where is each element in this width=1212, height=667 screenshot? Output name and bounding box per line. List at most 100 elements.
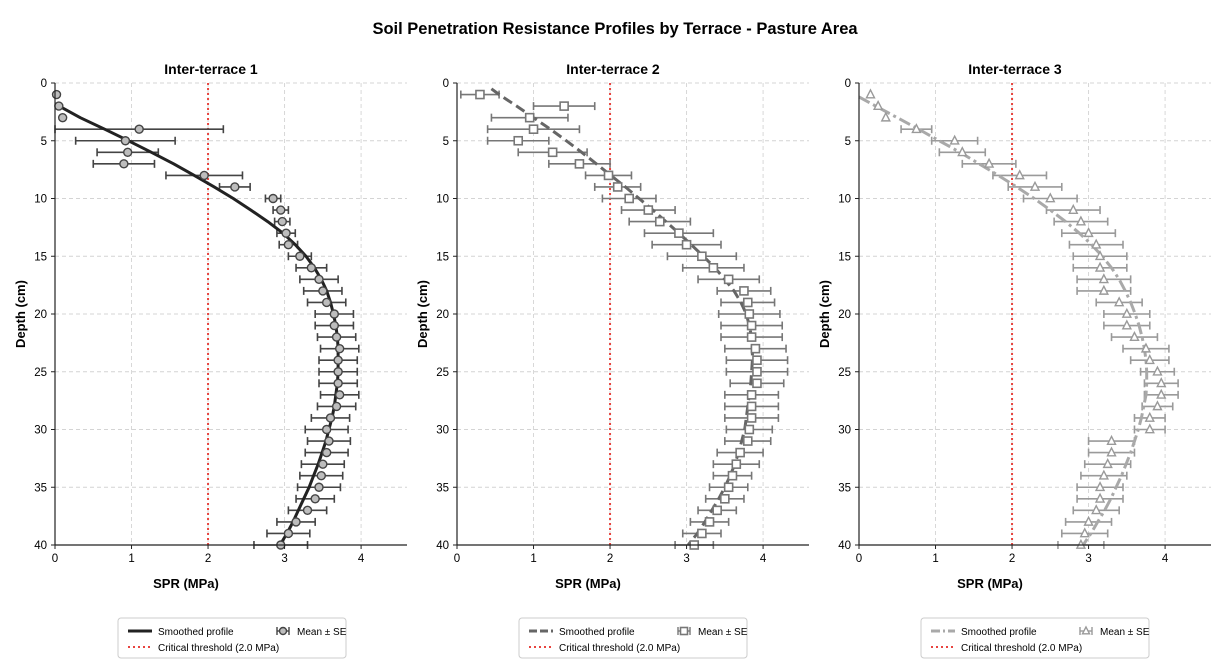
mean-point (603, 170, 614, 181)
mean-point (1156, 377, 1167, 388)
mean-point (1094, 481, 1106, 492)
mean-point (122, 147, 133, 158)
mean-point (697, 528, 707, 539)
mean-point (1083, 515, 1094, 526)
mean-point (1014, 169, 1025, 180)
y-axis-label: Depth (cm) (415, 280, 430, 348)
mean-point (1106, 434, 1117, 445)
mean-markers (475, 89, 762, 550)
mean-point (334, 390, 345, 400)
mean-point (1098, 284, 1110, 295)
x-tick-label: 4 (1162, 553, 1169, 565)
mean-point (281, 228, 291, 238)
error-bars (54, 125, 360, 549)
mean-point (51, 89, 62, 100)
x-tick-label: 2 (607, 553, 613, 565)
mean-point (54, 101, 64, 111)
mean-point (674, 228, 684, 238)
mean-point (283, 239, 294, 250)
mean-point (528, 124, 539, 134)
mean-point (331, 401, 342, 412)
mean-point (1083, 227, 1094, 238)
mean-point (310, 494, 320, 504)
mean-point (949, 134, 960, 145)
mean-point (1144, 423, 1155, 434)
mean-point (475, 89, 485, 100)
y-tick-label: 0 (443, 78, 449, 90)
x-axis-label: SPR (MPa) (555, 576, 621, 591)
y-tick-label: 5 (443, 136, 449, 148)
x-tick-label: 1 (128, 553, 134, 565)
x-tick-label: 3 (683, 553, 689, 565)
legend-smoothed-label: Smoothed profile (559, 627, 635, 638)
mean-point (1094, 261, 1106, 272)
legend-marker-swatch (1081, 625, 1091, 635)
mean-point (1068, 203, 1079, 214)
mean-markers (51, 89, 345, 550)
mean-point (120, 136, 131, 146)
legend-threshold-label: Critical threshold (2.0 MPa) (961, 643, 1082, 654)
mean-point (331, 332, 342, 342)
mean-point (329, 320, 340, 331)
legend-mean-label: Mean ± SE (297, 627, 347, 638)
mean-point (314, 274, 324, 285)
y-tick-label: 10 (436, 194, 449, 206)
mean-point (291, 517, 301, 527)
x-tick-label: 3 (1085, 553, 1091, 565)
mean-point (119, 159, 129, 169)
x-tick-label: 0 (52, 553, 58, 565)
mean-point (230, 182, 240, 192)
mean-point (324, 436, 334, 446)
mean-point (1102, 458, 1113, 469)
mean-point (727, 470, 738, 481)
legend-smoothed-label: Smoothed profile (961, 627, 1037, 638)
mean-point (1098, 469, 1110, 480)
legend-threshold-label: Critical threshold (2.0 MPa) (559, 643, 680, 654)
mean-point (1079, 527, 1090, 538)
y-tick-label: 20 (436, 309, 449, 321)
x-tick-label: 3 (281, 553, 287, 565)
mean-point (306, 263, 317, 273)
mean-point (513, 135, 524, 146)
mean-point (624, 193, 634, 204)
x-axis-label: SPR (MPa) (153, 576, 219, 591)
y-tick-label: 30 (34, 425, 47, 437)
mean-point (739, 286, 749, 296)
mean-point (746, 320, 757, 331)
mean-point (744, 424, 755, 435)
mean-point (318, 286, 328, 296)
panel-title: Inter-terrace 3 (968, 61, 1062, 77)
x-tick-label: 0 (856, 553, 862, 565)
y-tick-label: 40 (838, 540, 851, 552)
mean-point (316, 471, 326, 481)
x-tick-label: 0 (454, 553, 460, 565)
x-tick-label: 4 (358, 553, 365, 565)
mean-point (333, 378, 343, 388)
y-tick-label: 20 (838, 309, 851, 321)
mean-point (1140, 342, 1152, 353)
mean-point (750, 343, 761, 354)
y-tick-label: 5 (41, 136, 47, 148)
mean-point (742, 297, 753, 308)
mean-point (752, 366, 762, 377)
mean-point (318, 459, 328, 469)
mean-point (1091, 238, 1102, 249)
panel-title: Inter-terrace 1 (164, 61, 258, 77)
y-axis-label: Depth (cm) (817, 280, 832, 348)
mean-point (746, 413, 757, 423)
mean-point (329, 309, 340, 319)
mean-point (746, 390, 757, 400)
legend: Smoothed profile Mean ± SE Critical thresh… (920, 617, 1150, 659)
mean-point (723, 482, 734, 493)
mean-point (1121, 307, 1132, 318)
legend-marker-swatch (679, 626, 689, 636)
y-tick-label: 40 (34, 540, 47, 552)
x-tick-label: 1 (530, 553, 536, 565)
y-tick-label: 35 (838, 482, 851, 494)
mean-point (723, 274, 734, 285)
mean-point (321, 424, 332, 435)
y-tick-label: 5 (845, 136, 851, 148)
mean-point (574, 159, 585, 169)
